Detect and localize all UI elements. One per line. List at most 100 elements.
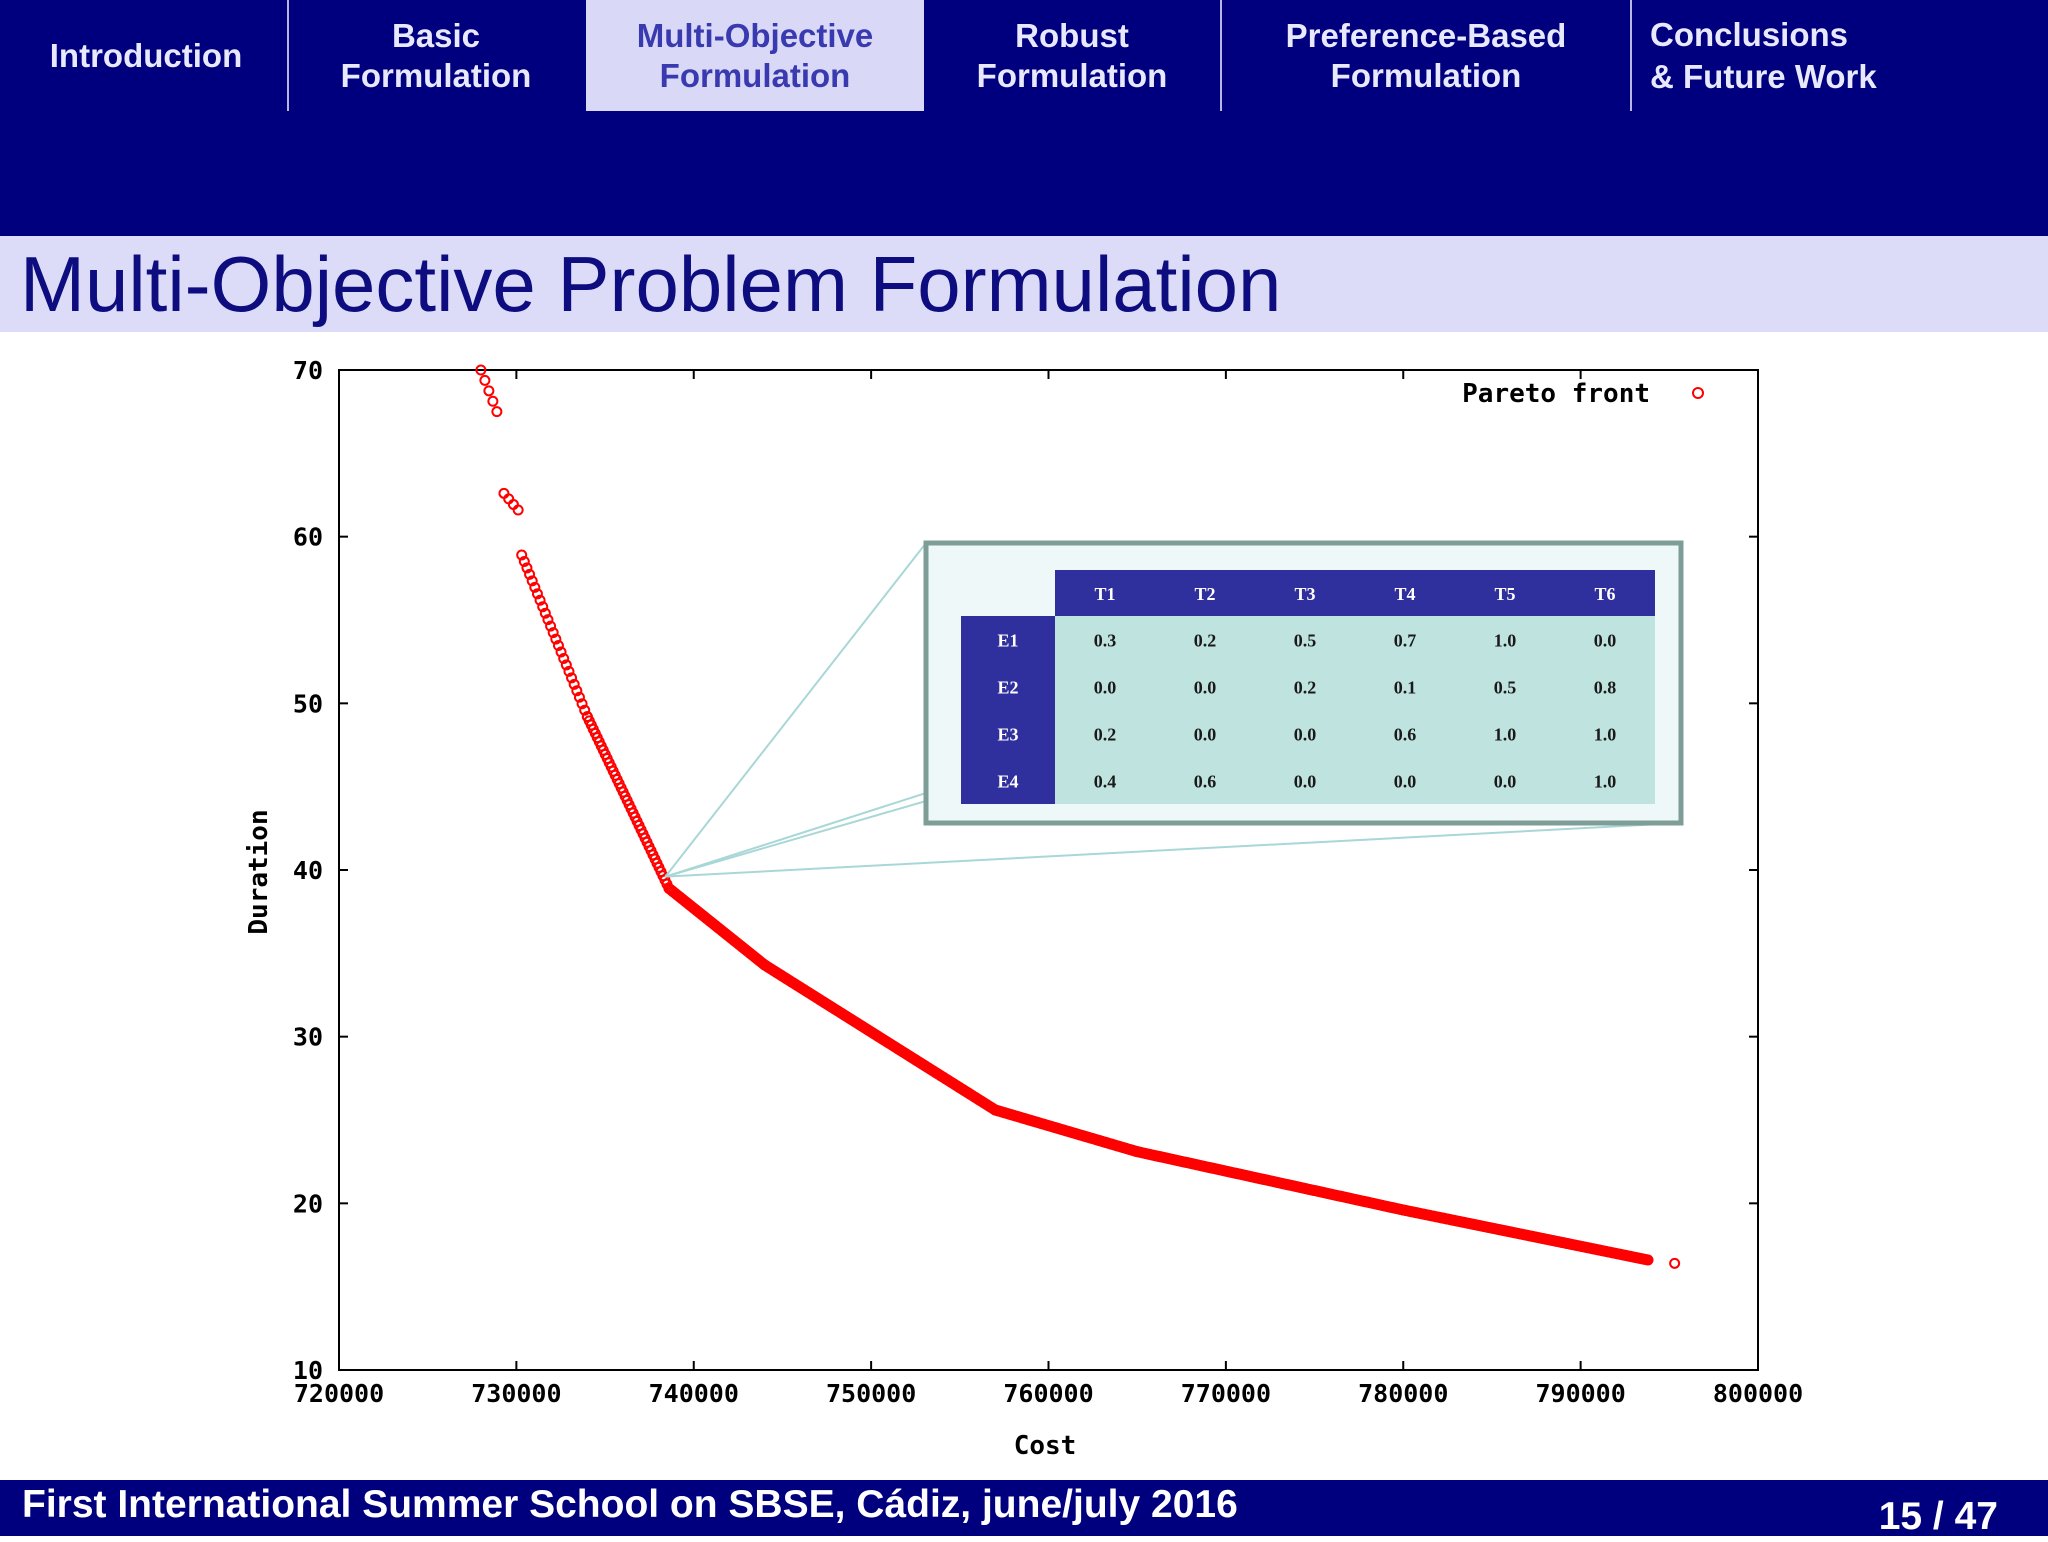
tab-label: Conclusions & Future Work (1650, 15, 1877, 95)
callout-group: T1 T2 T3 T4 T5 T6 E1 0.3 0.2 0.5 0.7 1.0 0.0 E2 0.0 0.0… (664, 540, 1684, 878)
pareto-point (579, 704, 591, 716)
pareto-point (568, 678, 580, 690)
pareto-point (566, 672, 578, 684)
pareto-point (552, 640, 564, 652)
tab-basic-formulation[interactable]: Basic Formulation (290, 0, 582, 111)
plot-frame (338, 369, 1759, 1371)
pareto-point (537, 601, 549, 613)
table-cell: 0.4 (1094, 772, 1117, 792)
tab-preference-based-formulation[interactable]: Preference-Based Formulation (1222, 0, 1630, 111)
tab-introduction[interactable]: Introduction (10, 0, 282, 111)
table-row-label: E3 (997, 725, 1018, 745)
tab-robust-formulation[interactable]: Robust Formulation (926, 0, 1218, 111)
y-axis-label: Duration (244, 809, 274, 934)
y-tick-label: 10 (293, 1356, 323, 1385)
y-tick-label: 40 (293, 856, 323, 885)
tab-conclusions-future-work[interactable]: Conclusions & Future Work (1634, 0, 1922, 111)
tab-label: Robust Formulation (976, 16, 1168, 94)
pareto-point (558, 652, 570, 664)
pareto-point (560, 659, 572, 671)
table-cell: 0.0 (1294, 772, 1317, 792)
pareto-point (571, 685, 583, 697)
table-rowlabel-bg (961, 616, 1055, 804)
pareto-point (563, 665, 575, 677)
pareto-point (1669, 1257, 1681, 1269)
chart-frame-group: 720000 730000 740000 750000 760000 770000 7800… (293, 356, 1803, 1408)
pareto-point (516, 549, 528, 561)
table-cell: 0.0 (1394, 772, 1417, 792)
table-column-header: T5 (1494, 584, 1515, 604)
section-nav: Introduction Basic Formulation Multi-Obj… (0, 0, 2048, 236)
pareto-point (542, 614, 554, 626)
table-cell: 1.0 (1594, 772, 1617, 792)
tab-label: Introduction (49, 36, 243, 74)
tab-separator (1220, 0, 1222, 111)
table-cell: 0.2 (1294, 678, 1317, 698)
x-tick-label: 770000 (1181, 1379, 1271, 1408)
pareto-point (573, 691, 585, 703)
pareto-point (1642, 1254, 1654, 1266)
legend-marker (1692, 387, 1704, 399)
pareto-point (576, 698, 588, 710)
table-cell: 0.0 (1594, 631, 1617, 651)
pareto-point (518, 555, 530, 567)
tab-label: Preference-Based Formulation (1285, 16, 1567, 94)
callout-line (664, 542, 927, 878)
table-row-label: E4 (997, 772, 1018, 792)
pareto-point (524, 568, 536, 580)
pareto-point (545, 620, 557, 632)
table-cell: 0.5 (1294, 631, 1317, 651)
table-cell: 0.2 (1194, 631, 1217, 651)
table-cell: 0.1 (1394, 678, 1417, 698)
table-row-label: E2 (997, 678, 1018, 698)
x-tick-label: 780000 (1358, 1379, 1448, 1408)
pareto-point (483, 385, 495, 397)
tab-multi-objective-formulation[interactable]: Multi-Objective Formulation (586, 0, 924, 111)
footer-text: First International Summer School on SBS… (22, 1483, 1238, 1526)
y-tick-label: 60 (293, 523, 323, 552)
pareto-point (487, 395, 499, 407)
table-cell: 0.0 (1094, 678, 1117, 698)
pareto-point (521, 562, 533, 574)
y-tick-label: 30 (293, 1023, 323, 1052)
table-cell: 0.5 (1494, 678, 1517, 698)
table-cell: 0.0 (1194, 725, 1217, 745)
pareto-point (529, 581, 541, 593)
x-tick-label: 760000 (1003, 1379, 1093, 1408)
x-tick-label: 720000 (294, 1379, 384, 1408)
table-cell: 0.7 (1394, 631, 1417, 651)
x-tick-label: 740000 (649, 1379, 739, 1408)
pareto-point (491, 406, 503, 418)
callout-line (665, 792, 927, 878)
table-row-label: E1 (997, 631, 1018, 651)
tab-label: Basic Formulation (340, 16, 532, 94)
y-tick-label: 50 (293, 689, 323, 718)
page-title: Multi-Objective Problem Formulation (20, 240, 1282, 328)
callout-line (665, 822, 1682, 878)
x-tick-label: 790000 (1535, 1379, 1625, 1408)
table-cell: 1.0 (1494, 631, 1517, 651)
table-cell: 1.0 (1494, 725, 1517, 745)
pareto-point (555, 646, 567, 658)
page-total: 47 (1954, 1495, 1998, 1538)
title-bar (0, 236, 2048, 332)
table-cell: 0.8 (1594, 678, 1617, 698)
tab-separator (287, 0, 289, 111)
legend-label: Pareto front (1462, 379, 1650, 409)
table-column-header: T1 (1094, 584, 1115, 604)
pareto-scatter-chart: 720000 730000 740000 750000 760000 770000 7800… (244, 356, 1803, 1461)
table-cell: 1.0 (1594, 725, 1617, 745)
x-tick-label: 800000 (1713, 1379, 1803, 1408)
table-cell: 0.0 (1194, 678, 1217, 698)
pareto-point (539, 607, 551, 619)
table-cell: 0.3 (1094, 631, 1117, 651)
pareto-point (547, 627, 559, 639)
pareto-point (512, 504, 524, 516)
table-cell: 0.0 (1494, 772, 1517, 792)
x-tick-label: 730000 (471, 1379, 561, 1408)
table-column-header: T4 (1394, 584, 1415, 604)
table-cell: 0.0 (1294, 725, 1317, 745)
pareto-point (534, 594, 546, 606)
x-tick-label: 750000 (826, 1379, 916, 1408)
pareto-point (479, 374, 491, 386)
